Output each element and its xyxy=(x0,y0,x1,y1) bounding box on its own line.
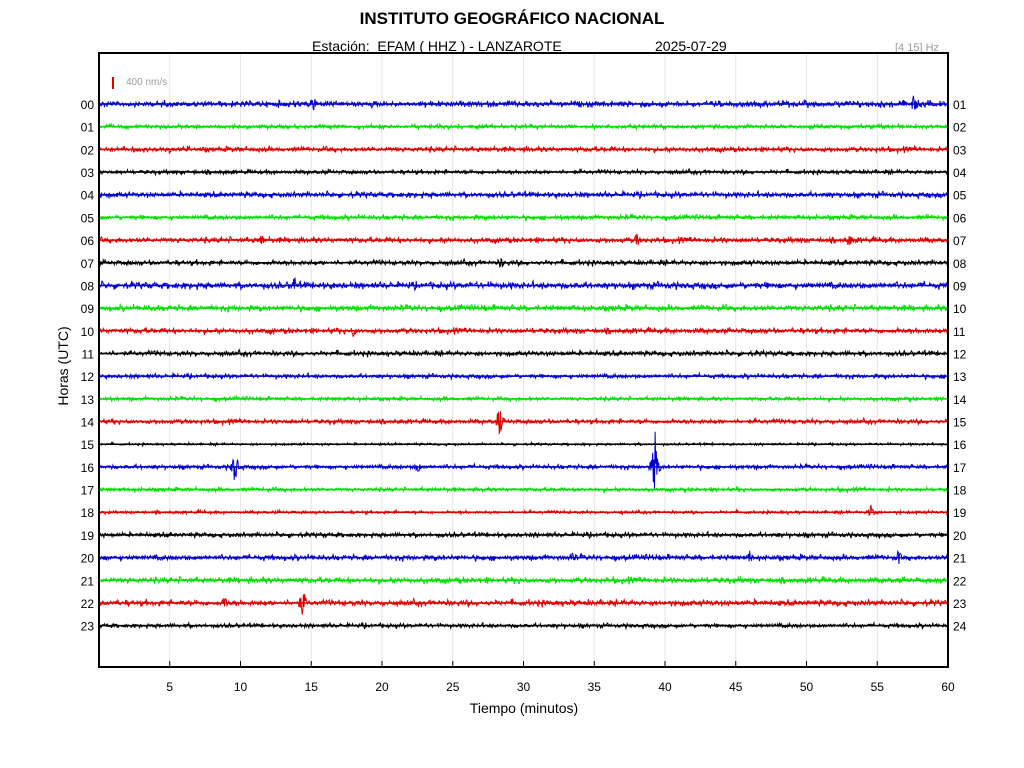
hour-label-left: 16 xyxy=(81,461,95,475)
hour-label-left: 05 xyxy=(81,211,95,225)
hour-label-right: 03 xyxy=(953,143,967,157)
hour-label-left: 14 xyxy=(81,416,95,430)
x-tick-label: 15 xyxy=(305,680,319,694)
hour-label-left: 13 xyxy=(81,393,95,407)
x-tick-label: 35 xyxy=(588,680,602,694)
x-axis-label: Tiempo (minutos) xyxy=(469,700,579,716)
hour-label-right: 04 xyxy=(953,166,967,180)
hour-label-right: 01 xyxy=(953,98,967,112)
hour-label-right: 09 xyxy=(953,279,967,293)
scale-bar-label: 400 nm/s xyxy=(126,77,167,88)
hour-label-right: 13 xyxy=(953,370,967,384)
hour-label-left: 21 xyxy=(81,574,95,588)
hour-label-left: 00 xyxy=(81,98,95,112)
frequency-band-label: [4 15] Hz xyxy=(895,42,940,54)
hour-label-left: 10 xyxy=(81,325,95,339)
x-tick-label: 10 xyxy=(234,680,248,694)
trace-hour-22 xyxy=(98,593,949,615)
hour-label-left: 11 xyxy=(82,347,95,361)
hour-label-left: 15 xyxy=(81,438,95,452)
x-tick-label: 5 xyxy=(166,680,173,694)
hour-label-right: 23 xyxy=(953,597,967,611)
x-tick-label: 55 xyxy=(871,680,885,694)
hour-label-right: 17 xyxy=(953,461,967,475)
hour-label-right: 16 xyxy=(953,438,967,452)
grid-layer xyxy=(169,53,878,667)
trace-layer xyxy=(98,95,949,631)
hour-label-right: 12 xyxy=(953,347,967,361)
hour-label-right: 18 xyxy=(953,484,967,498)
hour-label-left: 01 xyxy=(81,121,95,135)
hour-label-left: 08 xyxy=(81,279,95,293)
hour-label-left: 12 xyxy=(81,370,95,384)
label-layer: 5 10 15 20 25 30 35 40 45 50 55 60 400 nm/s 00 01 01 02 0… xyxy=(81,77,967,694)
hour-label-left: 02 xyxy=(81,143,95,157)
hour-label-left: 06 xyxy=(81,234,95,248)
hour-label-right: 14 xyxy=(953,393,967,407)
hour-label-right: 15 xyxy=(953,416,967,430)
hour-label-right: 06 xyxy=(953,211,967,225)
hour-label-right: 22 xyxy=(953,574,967,588)
hour-label-right: 19 xyxy=(953,506,967,520)
hour-label-right: 21 xyxy=(953,552,967,566)
x-tick-label: 40 xyxy=(658,680,672,694)
hour-label-right: 10 xyxy=(953,302,967,316)
chart-title: INSTITUTO GEOGRÁFICO NACIONAL xyxy=(359,9,665,28)
hour-label-left: 22 xyxy=(81,597,95,611)
x-tick-label: 50 xyxy=(800,680,814,694)
hour-label-right: 02 xyxy=(953,121,967,135)
station-label: Estación: EFAM ( HHZ ) - LANZAROTE xyxy=(312,38,562,54)
scale-bar xyxy=(112,77,114,89)
hour-label-left: 23 xyxy=(81,620,95,634)
hour-label-left: 18 xyxy=(81,506,95,520)
hour-label-left: 09 xyxy=(81,302,95,316)
hour-label-left: 04 xyxy=(81,189,95,203)
hour-label-left: 03 xyxy=(81,166,95,180)
x-tick-label: 20 xyxy=(375,680,389,694)
hour-label-left: 07 xyxy=(81,257,95,271)
trace-hour-16 xyxy=(98,431,949,490)
hour-label-right: 08 xyxy=(953,257,967,271)
x-tick-label: 30 xyxy=(517,680,531,694)
hour-label-right: 20 xyxy=(953,529,967,543)
hour-label-right: 07 xyxy=(953,234,967,248)
hour-label-left: 19 xyxy=(81,529,95,543)
hour-label-right: 05 xyxy=(953,189,967,203)
hour-label-right: 11 xyxy=(953,325,966,339)
plot-frame xyxy=(98,52,949,668)
hour-label-left: 20 xyxy=(81,552,95,566)
hour-label-left: 17 xyxy=(81,484,95,498)
x-tick-label: 45 xyxy=(729,680,743,694)
x-tick-label: 25 xyxy=(446,680,460,694)
x-tick-label: 60 xyxy=(941,680,955,694)
date-label: 2025-07-29 xyxy=(655,38,727,54)
hour-label-right: 24 xyxy=(953,620,967,634)
